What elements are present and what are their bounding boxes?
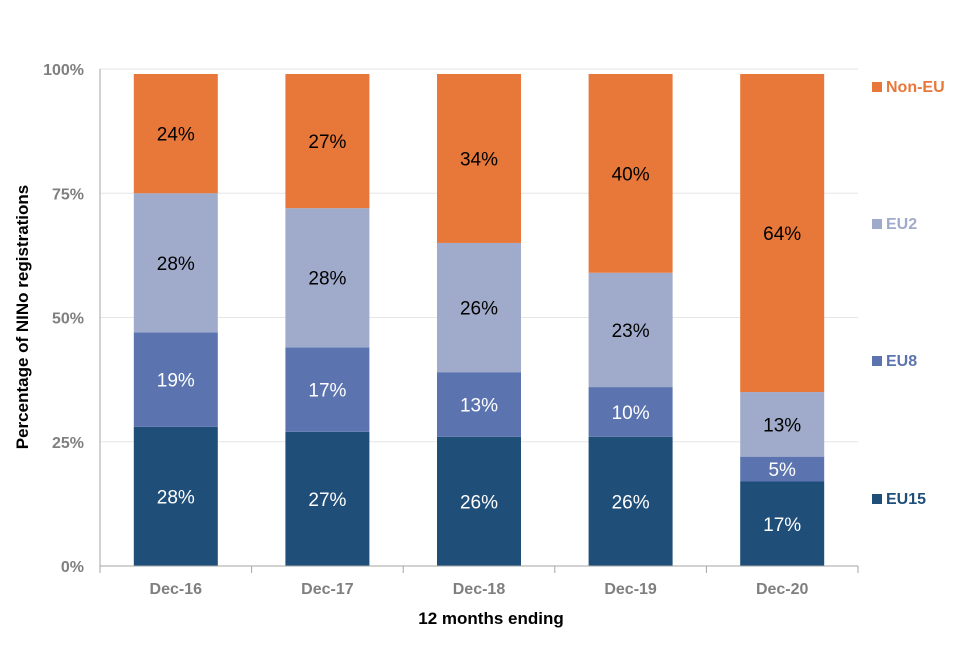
bar-segment-eu2 xyxy=(740,392,825,457)
x-tick-label: Dec-17 xyxy=(301,581,354,598)
y-axis-title: Percentage of NINo registrations xyxy=(13,185,32,450)
bar-segment-eu2 xyxy=(437,242,521,373)
legend-label: EU15 xyxy=(886,491,926,508)
bar-segment-eu15 xyxy=(285,431,370,566)
data-label: 27% xyxy=(308,490,346,511)
legend-swatch-non-eu xyxy=(872,82,882,92)
bar-segment-eu15 xyxy=(740,481,825,566)
data-label: 5% xyxy=(768,460,796,481)
data-label: 27% xyxy=(308,132,346,153)
bar-segment-eu15 xyxy=(588,436,673,566)
data-label: 24% xyxy=(157,125,195,146)
bar-segment-eu8 xyxy=(437,372,521,437)
data-label: 19% xyxy=(157,371,195,392)
data-label: 28% xyxy=(157,254,195,275)
x-tick-label: Dec-19 xyxy=(604,581,657,598)
y-tick-label: 50% xyxy=(52,311,84,328)
data-label: 28% xyxy=(308,269,346,290)
data-label: 17% xyxy=(308,381,346,402)
x-axis-title: 12 months ending xyxy=(418,609,563,628)
axes: 0% 25% 50% 75% 100% Dec-16 Dec-17 Dec-18 Dec-19 D… xyxy=(43,62,859,598)
data-label: 10% xyxy=(612,403,650,424)
data-label: 26% xyxy=(460,299,498,320)
data-label: 23% xyxy=(612,321,650,342)
bar-segment-eu8 xyxy=(740,456,825,482)
data-label: 17% xyxy=(763,515,801,536)
data-label: 26% xyxy=(460,492,498,513)
legend-swatch-eu15 xyxy=(872,494,882,504)
bar-segment-eu2 xyxy=(133,193,218,333)
bar-segment-non-eu xyxy=(588,73,673,273)
bar-segment-eu8 xyxy=(588,387,673,437)
bar-segment-non-eu xyxy=(437,73,521,243)
x-tick-label: Dec-16 xyxy=(150,581,203,598)
bar-segment-eu15 xyxy=(133,426,218,566)
y-tick-label: 25% xyxy=(52,435,84,452)
legend-swatch-eu2 xyxy=(872,219,882,229)
data-label: 34% xyxy=(460,149,498,170)
data-label: 28% xyxy=(157,487,195,508)
x-tick-label: Dec-20 xyxy=(756,581,809,598)
data-label: 40% xyxy=(612,164,650,185)
y-tick-label: 100% xyxy=(43,62,84,79)
bar-segment-eu8 xyxy=(285,347,370,432)
bar-segment-non-eu xyxy=(740,73,825,393)
legend-label: EU2 xyxy=(886,216,917,233)
data-label: 13% xyxy=(460,395,498,416)
legend-label: EU8 xyxy=(886,353,917,370)
data-label: 13% xyxy=(763,415,801,436)
y-tick-label: 0% xyxy=(61,559,84,576)
legend-swatch-eu8 xyxy=(872,356,882,366)
bar-segment-non-eu xyxy=(133,73,218,194)
data-label: 26% xyxy=(612,492,650,513)
bar-segment-eu2 xyxy=(588,272,673,388)
bars: 28% 19% 28% 24% 27% 17% 28% 27% 26% 13% 26% 34% 26% 1… xyxy=(133,73,825,566)
x-tick-label: Dec-18 xyxy=(453,581,506,598)
bar-segment-eu15 xyxy=(437,436,521,566)
y-tick-label: 75% xyxy=(52,186,84,203)
data-label: 64% xyxy=(763,224,801,245)
legend: Non-EU EU2 EU8 EU15 xyxy=(872,79,945,508)
legend-label: Non-EU xyxy=(886,79,945,96)
bar-segment-eu2 xyxy=(285,208,370,348)
bar-segment-eu8 xyxy=(133,332,218,427)
bar-segment-non-eu xyxy=(285,73,370,209)
